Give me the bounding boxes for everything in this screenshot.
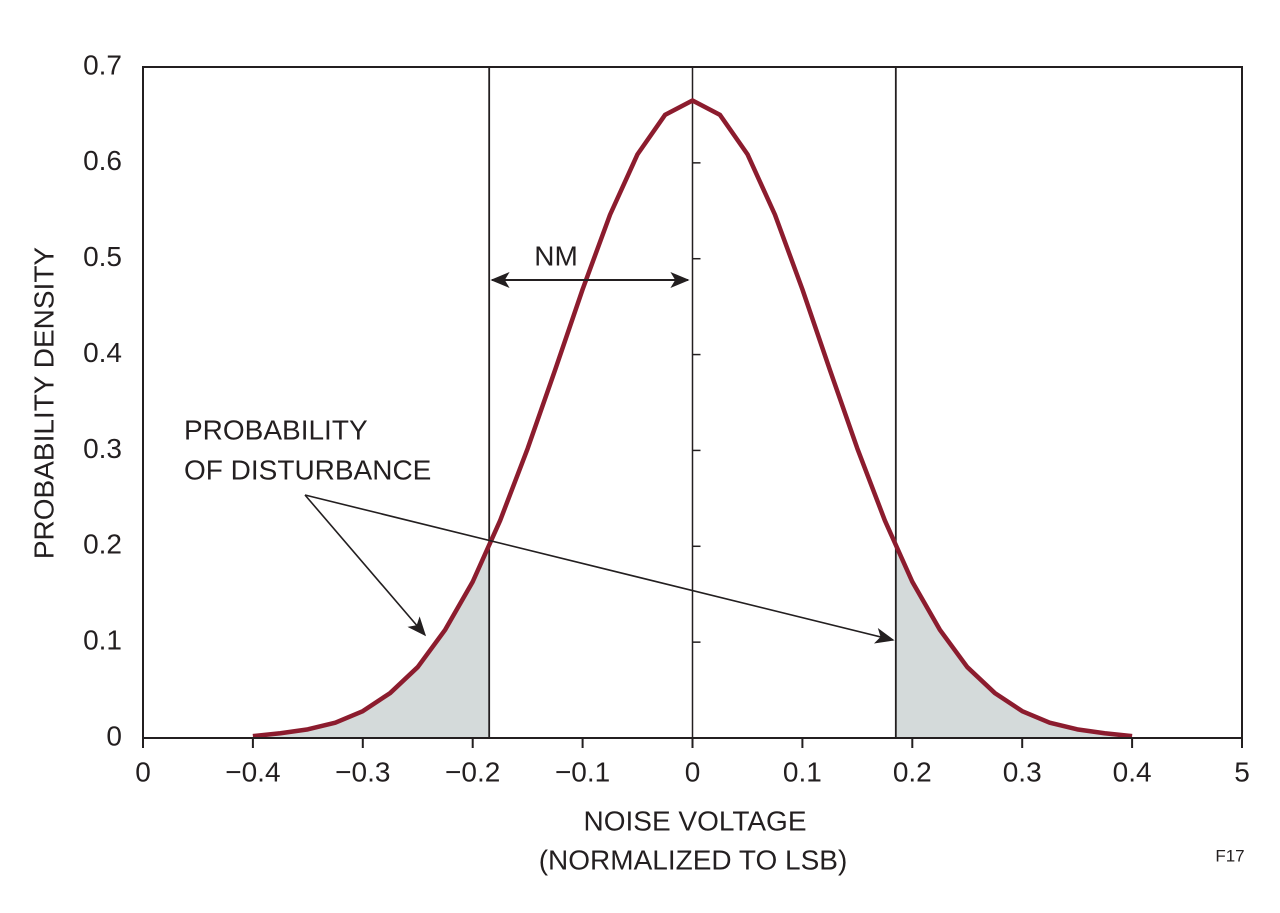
tail-area [252, 544, 490, 738]
y-tick-label: 0.4 [83, 337, 122, 368]
x-tick-label: 5 [1234, 756, 1250, 787]
x-axis-label: NOISE VOLTAGE [583, 805, 806, 836]
x-tick-label: −0.3 [335, 756, 390, 787]
y-tick-label: 0.5 [83, 241, 122, 272]
y-tick-label: 0.6 [83, 145, 122, 176]
figure-id: F17 [1215, 846, 1244, 865]
tail-area [895, 544, 1133, 738]
x-tick-label: 0 [685, 756, 701, 787]
annotation: OF DISTURBANCE [184, 454, 431, 485]
y-tick-label: 0.2 [83, 529, 122, 560]
x-tick-label: 0.1 [783, 756, 822, 787]
x-axis-label: (NORMALIZED TO LSB) [539, 844, 848, 875]
nm-label: NM [534, 240, 578, 271]
plot-frame [142, 66, 1243, 739]
y-tick-label: 0 [106, 720, 122, 751]
x-tick-label: 0.2 [893, 756, 932, 787]
x-tick-label: 0.4 [1113, 756, 1152, 787]
annotation: PROBABILITY [184, 414, 368, 445]
y-tick-label: 0.3 [83, 433, 122, 464]
y-tick-label: 0.1 [83, 625, 122, 656]
x-tick-label: −0.4 [225, 756, 280, 787]
annotation-arrow [304, 494, 895, 644]
x-tick-label: 0 [135, 756, 151, 787]
x-tick-label: −0.2 [445, 756, 500, 787]
x-tick-label: 0.3 [1003, 756, 1042, 787]
x-tick-label: −0.1 [555, 756, 610, 787]
y-axis-label: PROBABILITY DENSITY [28, 247, 59, 560]
y-tick-label: 0.7 [83, 49, 122, 80]
density-curve [252, 98, 1133, 739]
annotation-arrow [304, 494, 427, 637]
